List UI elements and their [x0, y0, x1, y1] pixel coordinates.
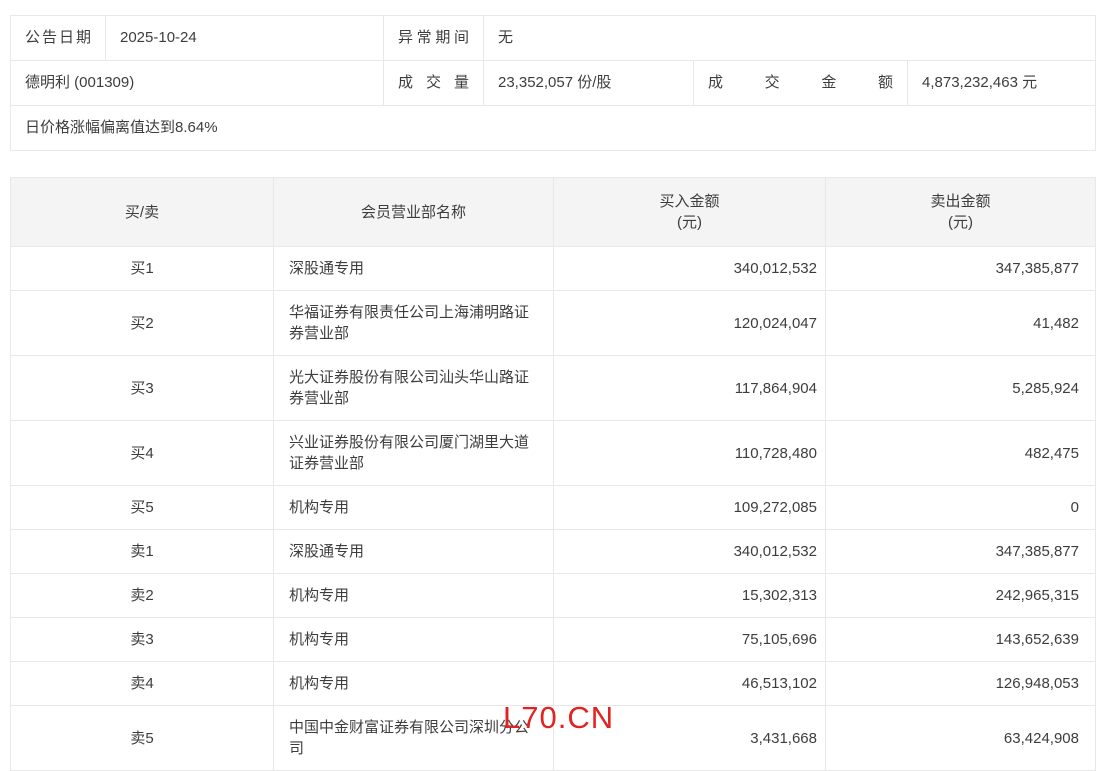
table-row: 买4 兴业证券股份有限公司厦门湖里大道证券营业部 110,728,480 482… [10, 420, 1096, 486]
row-rank: 卖2 [10, 573, 274, 618]
row-branch-name: 机构专用 [273, 485, 554, 530]
header-buy-sell: 买/卖 [10, 177, 274, 247]
row-sell-amount: 41,482 [825, 290, 1096, 356]
row-branch-name: 华福证券有限责任公司上海浦明路证券营业部 [273, 290, 554, 356]
row-branch-name: 机构专用 [273, 617, 554, 662]
row-buy-amount: 340,012,532 [553, 246, 826, 291]
row-buy-amount: 109,272,085 [553, 485, 826, 530]
row-buy-amount: 117,864,904 [553, 355, 826, 421]
table-row: 买2 华福证券有限责任公司上海浦明路证券营业部 120,024,047 41,4… [10, 290, 1096, 356]
volume-label: 成交量 [384, 61, 484, 106]
row-branch-name: 深股通专用 [273, 529, 554, 574]
row-sell-amount: 347,385,877 [825, 529, 1096, 574]
row-sell-amount: 143,652,639 [825, 617, 1096, 662]
header-sell-amount: 卖出金额 (元) [825, 177, 1096, 247]
table-header: 买/卖 会员营业部名称 买入金额 (元) 卖出金额 (元) [10, 177, 1096, 247]
row-branch-name: 机构专用 [273, 573, 554, 618]
abnormal-period-value: 无 [484, 16, 1095, 61]
broker-seats-table: 买/卖 会员营业部名称 买入金额 (元) 卖出金额 (元) 买1 深股通专用 3… [10, 177, 1096, 771]
abnormal-period-label: 异常期间 [384, 16, 484, 61]
header-buy-amount-title: 买入金额 [659, 193, 720, 210]
row-branch-name: 机构专用 [273, 661, 554, 706]
row-sell-amount: 63,424,908 [825, 705, 1096, 771]
volume-value: 23,352,057 份/股 [484, 61, 694, 106]
table-row: 买3 光大证券股份有限公司汕头华山路证券营业部 117,864,904 5,28… [10, 355, 1096, 421]
row-rank: 买4 [10, 420, 274, 486]
table-row: 买5 机构专用 109,272,085 0 [10, 485, 1096, 530]
header-buy-amount: 买入金额 (元) [553, 177, 826, 247]
stock-name: 德明利 (001309) [11, 61, 384, 106]
row-buy-amount: 110,728,480 [553, 420, 826, 486]
row-rank: 卖5 [10, 705, 274, 771]
row-sell-amount: 0 [825, 485, 1096, 530]
row-buy-amount: 120,024,047 [553, 290, 826, 356]
header-branch-name: 会员营业部名称 [273, 177, 554, 247]
row-rank: 买3 [10, 355, 274, 421]
row-buy-amount: 15,302,313 [553, 573, 826, 618]
stock-info-panel: 公告日期 2025-10-24 异常期间 无 德明利 (001309) 成交量 … [10, 15, 1096, 151]
turnover-label: 成交金额 [694, 61, 908, 106]
table-row: 卖1 深股通专用 340,012,532 347,385,877 [10, 529, 1096, 574]
row-buy-amount: 340,012,532 [553, 529, 826, 574]
row-branch-name: 兴业证券股份有限公司厦门湖里大道证券营业部 [273, 420, 554, 486]
row-branch-name: 深股通专用 [273, 246, 554, 291]
site-watermark: L70.CN [503, 700, 615, 735]
row-rank: 卖1 [10, 529, 274, 574]
row-rank: 卖4 [10, 661, 274, 706]
row-sell-amount: 347,385,877 [825, 246, 1096, 291]
table-row: 卖2 机构专用 15,302,313 242,965,315 [10, 573, 1096, 618]
row-sell-amount: 126,948,053 [825, 661, 1096, 706]
row-branch-name: 光大证券股份有限公司汕头华山路证券营业部 [273, 355, 554, 421]
header-sell-amount-unit: (元) [948, 214, 973, 231]
row-rank: 卖3 [10, 617, 274, 662]
row-buy-amount: 75,105,696 [553, 617, 826, 662]
row-buy-amount: 46,513,102 [553, 661, 826, 706]
announce-date-label: 公告日期 [11, 16, 106, 61]
header-sell-amount-title: 卖出金额 [930, 193, 991, 210]
table-body: 买1 深股通专用 340,012,532 347,385,877 买2 华福证券… [10, 246, 1096, 771]
row-sell-amount: 482,475 [825, 420, 1096, 486]
announce-date-value: 2025-10-24 [106, 16, 384, 61]
row-rank: 买1 [10, 246, 274, 291]
turnover-value: 4,873,232,463 元 [908, 61, 1095, 106]
abnormal-reason-text: 日价格涨幅偏离值达到8.64% [25, 119, 218, 136]
header-buy-amount-unit: (元) [677, 214, 702, 231]
row-rank: 买2 [10, 290, 274, 356]
row-sell-amount: 5,285,924 [825, 355, 1096, 421]
row-rank: 买5 [10, 485, 274, 530]
table-row: 卖3 机构专用 75,105,696 143,652,639 [10, 617, 1096, 662]
table-row: 买1 深股通专用 340,012,532 347,385,877 [10, 246, 1096, 291]
row-sell-amount: 242,965,315 [825, 573, 1096, 618]
table-row: 卖4 机构专用 46,513,102 126,948,053 [10, 661, 1096, 706]
